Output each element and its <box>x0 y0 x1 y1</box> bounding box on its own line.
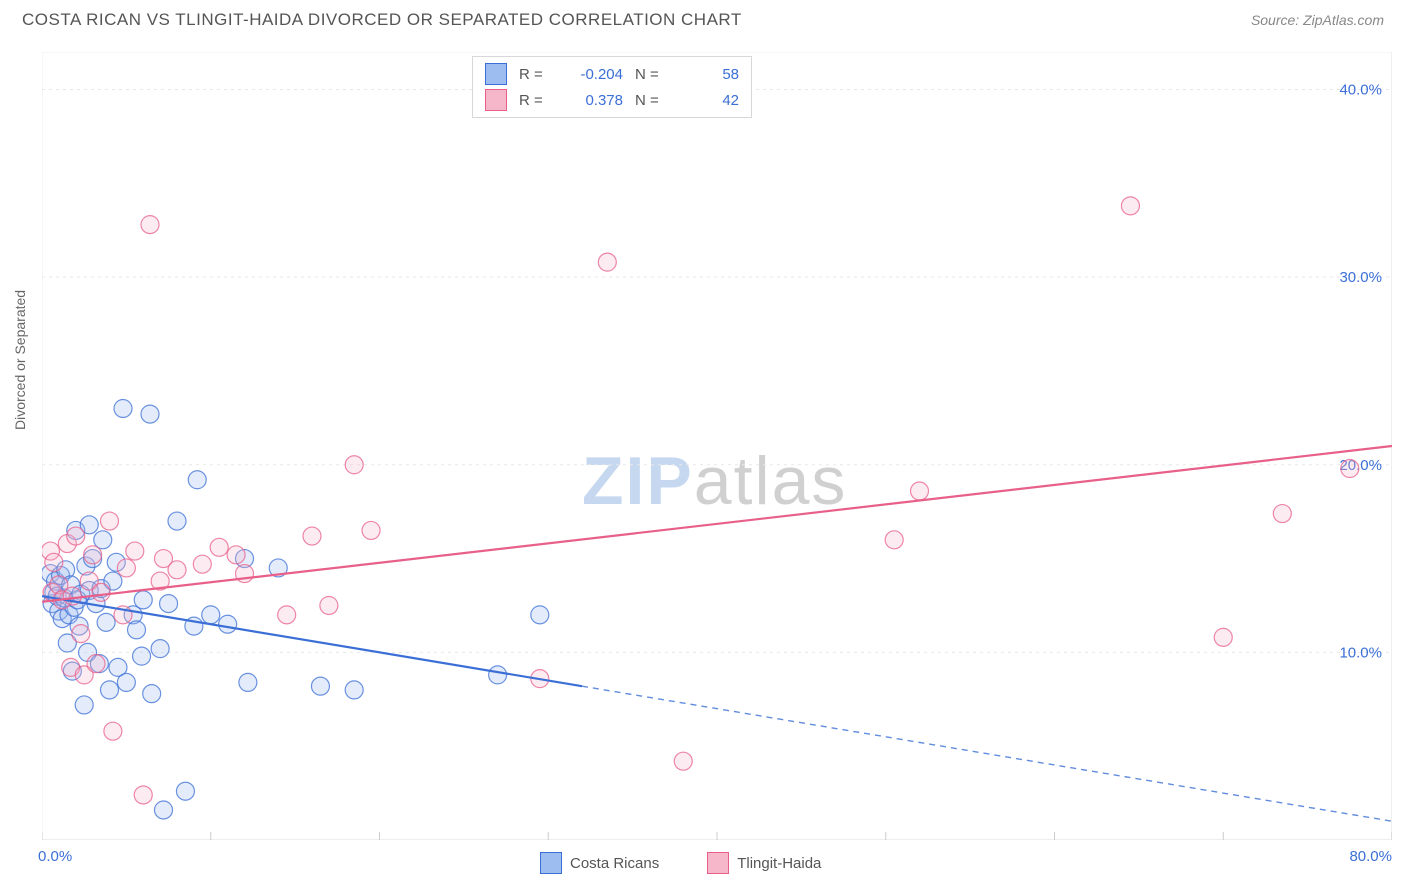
swatch-tlingit-haida <box>485 89 507 111</box>
legend-item-costa-ricans: Costa Ricans <box>540 852 659 874</box>
chart-plot-area: ZIPatlas 10.0%20.0%30.0%40.0% R = -0.204… <box>42 52 1392 840</box>
legend-label-tlingit-haida: Tlingit-Haida <box>737 855 821 872</box>
svg-text:30.0%: 30.0% <box>1339 269 1382 286</box>
correlation-stats-box: R = -0.204 N = 58 R = 0.378 N = 42 <box>472 56 752 118</box>
y-axis-label: Divorced or Separated <box>12 290 28 430</box>
swatch-costa-ricans <box>540 852 562 874</box>
svg-text:40.0%: 40.0% <box>1339 82 1382 99</box>
stats-row-tlingit-haida: R = 0.378 N = 42 <box>485 87 739 113</box>
chart-title: COSTA RICAN VS TLINGIT-HAIDA DIVORCED OR… <box>22 10 742 30</box>
swatch-costa-ricans <box>485 63 507 85</box>
chart-header: COSTA RICAN VS TLINGIT-HAIDA DIVORCED OR… <box>0 0 1406 34</box>
scatter-plot-svg: 10.0%20.0%30.0%40.0% <box>42 52 1392 840</box>
r-label: R = <box>519 92 551 109</box>
n-value-costa-ricans: 58 <box>679 66 739 83</box>
r-label: R = <box>519 66 551 83</box>
n-label: N = <box>635 66 667 83</box>
legend-label-costa-ricans: Costa Ricans <box>570 855 659 872</box>
legend-item-tlingit-haida: Tlingit-Haida <box>707 852 821 874</box>
n-value-tlingit-haida: 42 <box>679 92 739 109</box>
swatch-tlingit-haida <box>707 852 729 874</box>
svg-text:10.0%: 10.0% <box>1339 644 1382 661</box>
x-axis-end-label: 80.0% <box>1349 848 1392 865</box>
source-attribution: Source: ZipAtlas.com <box>1251 12 1384 28</box>
r-value-tlingit-haida: 0.378 <box>563 92 623 109</box>
series-legend: Costa Ricans Tlingit-Haida <box>540 852 821 874</box>
n-label: N = <box>635 92 667 109</box>
stats-row-costa-ricans: R = -0.204 N = 58 <box>485 61 739 87</box>
x-axis-origin-label: 0.0% <box>38 848 72 865</box>
r-value-costa-ricans: -0.204 <box>563 66 623 83</box>
